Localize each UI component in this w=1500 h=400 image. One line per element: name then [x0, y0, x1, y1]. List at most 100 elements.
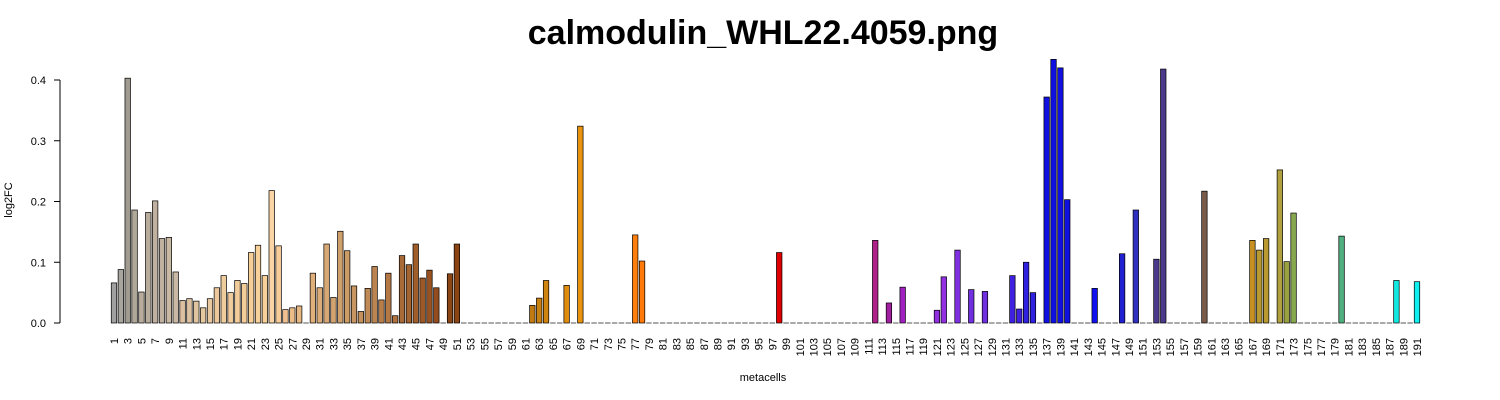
x-tick-label: 105 [822, 338, 834, 356]
x-tick-label: 115 [891, 338, 903, 356]
x-tick-label: 187 [1385, 338, 1397, 356]
x-tick-label: 89 [712, 338, 724, 350]
x-tick-label: 103 [809, 338, 821, 356]
x-tick-label: 11 [178, 338, 190, 349]
bar [227, 292, 234, 324]
y-tick-label: 0.3 [31, 136, 46, 148]
bar [1263, 238, 1270, 324]
bar [968, 289, 975, 324]
x-tick-label: 41 [383, 338, 395, 350]
bar [371, 266, 378, 324]
bar [289, 307, 296, 324]
bar [632, 234, 639, 324]
x-tick-label: 93 [740, 338, 752, 350]
y-tick-label: 0.4 [31, 75, 46, 87]
x-tick-label: 131 [1001, 338, 1013, 356]
bar [172, 271, 179, 324]
x-tick-label: 7 [150, 338, 162, 344]
bar [1201, 190, 1208, 324]
bar [1029, 292, 1037, 324]
x-tick-label: 45 [411, 338, 423, 350]
bar [1009, 275, 1016, 324]
bar [213, 287, 220, 324]
bar [145, 212, 152, 324]
bar [1050, 58, 1057, 324]
x-tick-label: 21 [246, 338, 258, 350]
bar [426, 269, 433, 324]
x-tick-label: 15 [205, 338, 217, 350]
bar [536, 297, 543, 324]
x-tick-label: 113 [877, 338, 889, 356]
bar [158, 238, 166, 324]
bar [357, 311, 364, 324]
bar [275, 245, 282, 324]
x-tick-label: 143 [1083, 338, 1095, 356]
x-tick-label: 59 [507, 338, 519, 350]
x-tick-label: 145 [1097, 338, 1109, 356]
y-tick-label: 0.2 [31, 197, 46, 209]
x-tick-label: 137 [1042, 338, 1054, 356]
bar [248, 252, 255, 324]
bar [296, 305, 303, 324]
bar [405, 264, 412, 324]
bar [309, 272, 316, 324]
bar [1057, 67, 1064, 324]
bar [933, 309, 941, 324]
bar [1338, 235, 1345, 324]
x-tick-label: 109 [850, 338, 862, 356]
x-tick-label: 51 [452, 338, 464, 350]
bar [138, 291, 145, 324]
bar [981, 291, 989, 324]
x-tick-label: 61 [520, 338, 532, 350]
bar [200, 307, 207, 324]
bar [1043, 96, 1050, 324]
x-tick-label: 147 [1110, 338, 1122, 356]
bar [110, 282, 118, 324]
y-tick-label: 0.0 [31, 318, 46, 330]
bar [885, 302, 893, 324]
bar [453, 243, 460, 324]
x-tick-label: 31 [315, 338, 327, 350]
x-tick-label: 3 [123, 338, 135, 344]
bar [186, 298, 193, 324]
x-tick-label: 101 [795, 338, 807, 356]
x-tick-label: 85 [685, 338, 697, 350]
bar [220, 275, 227, 324]
y-axis-label: log2FC [3, 182, 15, 218]
bar [337, 230, 344, 324]
bar [364, 288, 371, 324]
bar [1276, 169, 1283, 324]
y-tick-label: 0.1 [31, 257, 46, 269]
x-tick-label: 125 [959, 338, 971, 356]
x-tick-label: 67 [562, 338, 574, 350]
bar [261, 275, 268, 324]
bar [179, 300, 186, 324]
bar [899, 286, 906, 324]
bar [1160, 68, 1167, 324]
bar [193, 300, 200, 324]
chart-title: calmodulin_WHL22.4059.png [528, 14, 998, 52]
x-tick-label: 33 [328, 338, 340, 350]
x-tick-label: 95 [754, 338, 766, 350]
x-tick-label: 141 [1069, 338, 1081, 356]
x-tick-label: 1 [109, 338, 121, 344]
bar [117, 269, 124, 324]
x-tick-label: 17 [219, 338, 231, 350]
bar [124, 77, 131, 324]
x-tick-label: 133 [1014, 338, 1026, 356]
x-tick-label: 123 [946, 338, 958, 356]
bar [954, 249, 961, 324]
x-tick-label: 191 [1412, 338, 1424, 356]
bar [241, 283, 248, 324]
bar [1153, 258, 1160, 324]
x-tick-label: 161 [1206, 338, 1218, 356]
bar [1091, 288, 1098, 324]
bar [1256, 249, 1263, 324]
x-tick-label: 57 [493, 338, 505, 350]
bar [1132, 209, 1139, 324]
x-tick-label: 159 [1193, 338, 1205, 356]
bar [529, 305, 536, 324]
bar [1290, 212, 1297, 324]
x-tick-label: 13 [191, 338, 203, 350]
x-tick-label: 183 [1357, 338, 1369, 356]
